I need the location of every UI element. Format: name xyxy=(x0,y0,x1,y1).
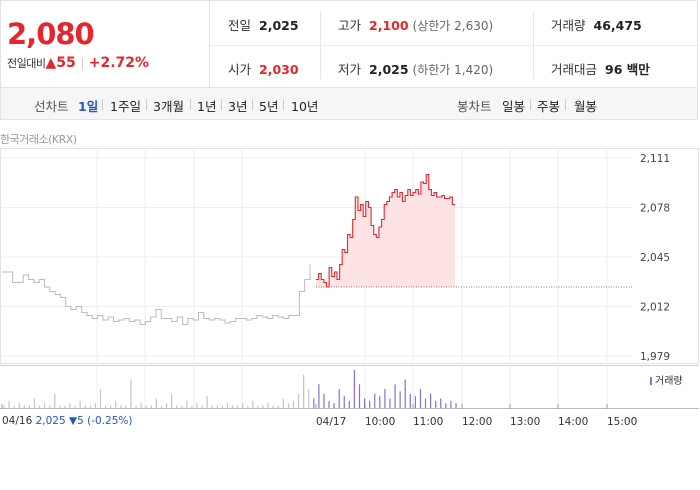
x-tick-label: 10:00 xyxy=(365,416,395,428)
change-value: 55 xyxy=(56,55,76,71)
low-price: 저가 2,025 (하한가 1,420) xyxy=(338,62,494,77)
x-tick-label: 04/17 xyxy=(316,416,346,428)
y-tick-label: 2,045 xyxy=(640,252,670,264)
candle-monthly[interactable]: 월봉 xyxy=(574,99,598,114)
prev-day-info: 04/16 2,025 ▼5 (-0.25%) xyxy=(2,415,132,427)
change-label: 전일대비 xyxy=(7,57,46,70)
x-tick-label: 15:00 xyxy=(607,416,637,428)
today-price-line xyxy=(316,173,455,288)
period-5y[interactable]: 5년 xyxy=(259,99,279,114)
period-10y[interactable]: 10년 xyxy=(291,99,319,114)
y-tick-label: 1,979 xyxy=(640,351,670,363)
plot-frame xyxy=(0,148,699,364)
y-tick-label: 2,111 xyxy=(640,153,670,165)
prev-day-date: 04/16 xyxy=(2,415,33,427)
period-1w[interactable]: 1주일 xyxy=(110,99,141,114)
quote-summary: 2,080 전일대비▲55 +2.72% 전일 2,025 고가 2,100 (상한가… xyxy=(0,0,699,89)
trade-value: 거래대금 96 백만 xyxy=(551,62,650,77)
prev-day-change: 5 xyxy=(77,415,84,427)
prev-close: 전일 2,025 xyxy=(228,18,299,33)
high-price: 고가 2,100 (상한가 2,630) xyxy=(338,18,494,33)
prev-day-line xyxy=(2,264,311,325)
price-area-fill xyxy=(316,174,455,287)
line-chart-label: 선차트 xyxy=(34,99,69,114)
change-percent: +2.72% xyxy=(88,55,150,71)
data-source: 한국거래소(KRX) xyxy=(0,133,77,146)
period-3y[interactable]: 3년 xyxy=(228,99,248,114)
x-tick-label: 14:00 xyxy=(558,416,588,428)
candle-daily[interactable]: 일봉 xyxy=(502,99,526,114)
price-box: 2,080 전일대비▲55 +2.72% xyxy=(1,1,210,89)
price-change: 전일대비▲55 +2.72% xyxy=(7,55,149,71)
chart-toolbar: 선차트 1일 1주일 3개월 1년 3년 5년 10년 봉차트 일봉 주봉 월봉 xyxy=(0,88,698,120)
prev-day-pct: (-0.25%) xyxy=(87,415,133,427)
period-1d[interactable]: 1일 xyxy=(78,99,99,114)
y-tick-label: 2,012 xyxy=(640,302,670,314)
period-1y[interactable]: 1년 xyxy=(197,99,217,114)
prev-day-close: 2,025 xyxy=(35,415,66,427)
volume-info: 거래량 46,475 xyxy=(551,18,642,33)
up-arrow-icon: ▲ xyxy=(45,55,57,71)
x-tick-label: 13:00 xyxy=(510,416,540,428)
down-arrow-icon: ▼ xyxy=(69,415,78,427)
volume-legend-swatch xyxy=(650,377,652,385)
volume-legend: 거래량 xyxy=(650,372,683,387)
x-tick-label: 11:00 xyxy=(413,416,443,428)
candle-chart-label: 봉차트 xyxy=(457,99,492,114)
y-tick-label: 2,078 xyxy=(640,203,670,215)
candle-weekly[interactable]: 주봉 xyxy=(537,99,561,114)
open-price: 시가 2,030 xyxy=(228,62,299,77)
period-3m[interactable]: 3개월 xyxy=(153,99,184,114)
x-tick-label: 12:00 xyxy=(462,416,492,428)
current-price: 2,080 xyxy=(7,17,95,51)
